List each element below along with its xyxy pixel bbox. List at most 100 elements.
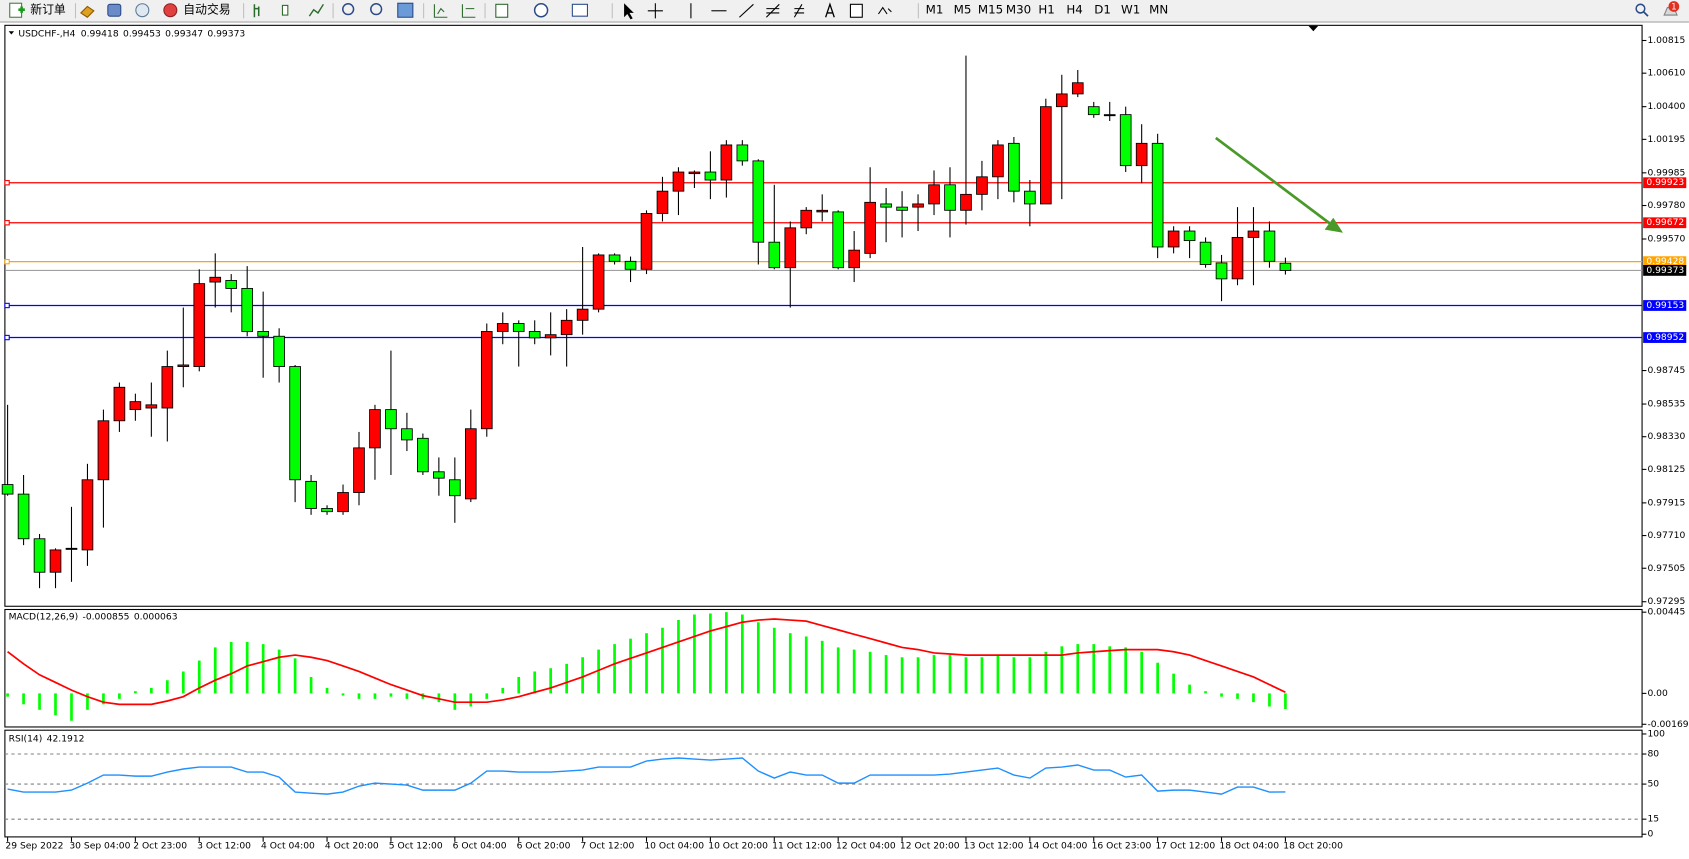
fibonacci-icon[interactable] bbox=[793, 4, 805, 18]
timeframe-button[interactable]: D1 bbox=[1094, 3, 1111, 17]
candle-body bbox=[385, 409, 397, 430]
x-tick-label: 18 Oct 04:00 bbox=[1219, 841, 1279, 852]
y-tick-label: 0.99985 bbox=[1647, 167, 1685, 178]
candle-body bbox=[944, 184, 956, 211]
candle-body bbox=[864, 201, 876, 254]
indicators-icon[interactable] bbox=[495, 3, 509, 18]
candle-body bbox=[17, 493, 30, 540]
level-handle bbox=[4, 180, 10, 186]
search-icon[interactable] bbox=[1635, 3, 1646, 14]
x-tick-label: 12 Oct 04:00 bbox=[836, 841, 896, 852]
y-tick-label: 1.00610 bbox=[1647, 68, 1685, 79]
trend-arrow bbox=[1214, 136, 1343, 233]
templates-icon[interactable] bbox=[571, 3, 588, 17]
y-tick-label: 0.98330 bbox=[1647, 431, 1685, 442]
x-tick-label: 11 Oct 12:00 bbox=[772, 841, 832, 852]
candle-body bbox=[321, 508, 333, 513]
crosshair-icon[interactable] bbox=[647, 3, 663, 19]
x-tick-label: 17 Oct 12:00 bbox=[1155, 841, 1215, 852]
tile-windows-icon[interactable] bbox=[397, 2, 414, 18]
candle-body bbox=[161, 366, 174, 409]
main-header: USDCHF-,H4 0.99418 0.99453 0.99347 0.99373 bbox=[8, 28, 245, 39]
y-tick-label: 1.00400 bbox=[1647, 101, 1685, 112]
candle-chart-icon[interactable] bbox=[281, 4, 289, 16]
x-tick-label: 6 Oct 04:00 bbox=[453, 841, 507, 852]
rsi-last-value: 42.1912 bbox=[47, 733, 85, 744]
new-order-button[interactable]: 新订单 bbox=[9, 2, 66, 18]
x-tick-label: 2 Oct 23:00 bbox=[133, 841, 187, 852]
zoom-out-icon[interactable] bbox=[370, 3, 383, 16]
periods-icon[interactable] bbox=[533, 3, 549, 18]
candle-body bbox=[1055, 93, 1068, 108]
price-label: 0.99373 bbox=[1646, 265, 1684, 276]
y-tick-label: 15 bbox=[1647, 814, 1659, 825]
text-tool-icon[interactable] bbox=[825, 2, 835, 18]
arrows-icon[interactable] bbox=[878, 6, 892, 15]
candle-body bbox=[976, 176, 988, 195]
y-tick-label: 0.99570 bbox=[1647, 234, 1685, 245]
candle-body bbox=[401, 428, 413, 441]
candle-body bbox=[576, 308, 589, 321]
chart-shift-marker bbox=[1308, 25, 1319, 32]
candle-body bbox=[768, 241, 781, 269]
candle-body bbox=[33, 538, 46, 573]
x-tick-label: 7 Oct 12:00 bbox=[580, 841, 634, 852]
level-label-box bbox=[1643, 177, 1687, 189]
label-tool-icon[interactable] bbox=[849, 3, 863, 18]
y-tick-label: 100 bbox=[1647, 728, 1665, 739]
cursor-icon[interactable] bbox=[624, 3, 634, 20]
y-tick-label: 0.00445 bbox=[1647, 607, 1685, 618]
candle-body bbox=[640, 213, 653, 270]
timeframe-button[interactable]: M1 bbox=[926, 3, 944, 17]
line-chart-icon[interactable] bbox=[308, 3, 324, 17]
timeframe-button[interactable]: W1 bbox=[1121, 3, 1140, 17]
candle-body bbox=[273, 335, 285, 367]
candle-body bbox=[1135, 142, 1148, 167]
y-tick-label: 0.97915 bbox=[1647, 497, 1685, 508]
candle-body bbox=[449, 479, 461, 497]
level-label-box bbox=[1643, 256, 1687, 268]
zoom-in-icon[interactable] bbox=[342, 3, 355, 16]
candle-body bbox=[145, 404, 158, 409]
level-label: 0.99428 bbox=[1646, 256, 1684, 267]
trendline-icon[interactable] bbox=[739, 3, 754, 18]
x-tick-label: 5 Oct 12:00 bbox=[389, 841, 443, 852]
auto-trading-button[interactable]: 自动交易 bbox=[163, 3, 231, 18]
timeframe-button[interactable]: H1 bbox=[1038, 3, 1054, 17]
timeframe-button[interactable]: M5 bbox=[954, 3, 972, 17]
y-tick-label: 0.98125 bbox=[1647, 464, 1685, 475]
timeframe-button[interactable]: H4 bbox=[1066, 3, 1082, 17]
rsi-line bbox=[7, 757, 1286, 795]
candle-body bbox=[480, 331, 493, 430]
bar-chart-icon[interactable] bbox=[253, 4, 260, 18]
x-tick-label: 12 Oct 20:00 bbox=[900, 841, 960, 852]
timeframe-button[interactable]: MN bbox=[1149, 3, 1168, 17]
candle-body bbox=[512, 323, 525, 332]
timeframe-button[interactable]: M15 bbox=[978, 3, 1003, 17]
candle-body bbox=[832, 211, 845, 269]
y-tick-label: -0.001693 bbox=[1647, 719, 1689, 730]
timeframe-button[interactable]: M30 bbox=[1006, 3, 1031, 17]
tool-icon[interactable] bbox=[135, 3, 150, 18]
chart-shift-icon[interactable] bbox=[461, 4, 476, 18]
channel-icon[interactable] bbox=[765, 3, 780, 18]
candle-body bbox=[736, 144, 749, 162]
macd-label: MACD(12,26,9) bbox=[9, 611, 79, 622]
y-tick-label: 50 bbox=[1647, 779, 1659, 790]
candle-body bbox=[880, 203, 892, 208]
candle-body bbox=[1247, 230, 1260, 238]
main-panel-frame bbox=[4, 24, 1643, 607]
header-marker bbox=[8, 31, 15, 35]
notification-count: 1 bbox=[1671, 3, 1676, 13]
tool-icon[interactable] bbox=[107, 3, 122, 17]
tool-icon[interactable] bbox=[80, 5, 95, 18]
candle-body bbox=[896, 206, 908, 211]
candle-body bbox=[337, 492, 349, 513]
candle-body bbox=[65, 547, 78, 550]
candle-body bbox=[624, 260, 637, 270]
arrow-head bbox=[1324, 217, 1343, 233]
candle-body bbox=[688, 171, 701, 175]
candle-body bbox=[848, 249, 860, 269]
autoscroll-icon[interactable] bbox=[433, 4, 448, 18]
